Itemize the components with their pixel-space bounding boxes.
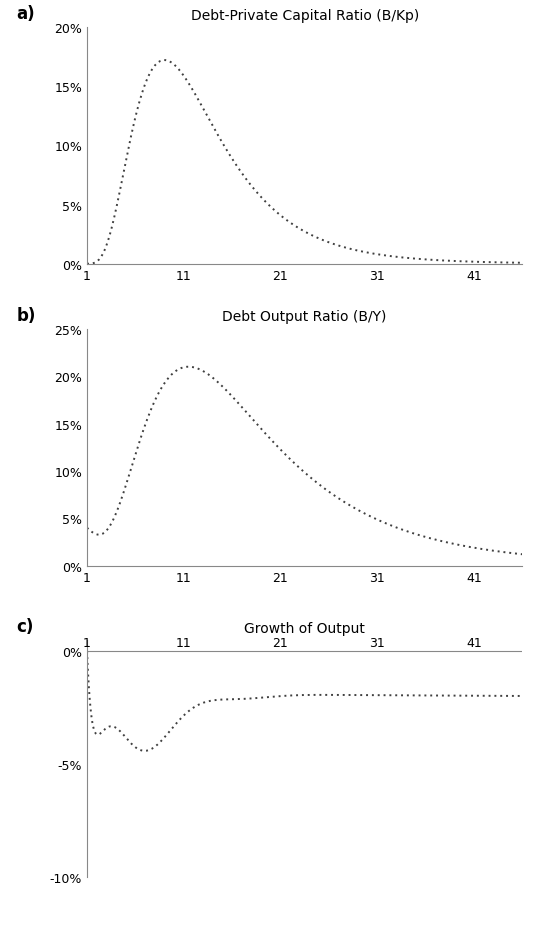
Text: 21: 21 xyxy=(273,637,288,650)
Title: Growth of Output: Growth of Output xyxy=(244,621,365,635)
Title: Debt-Private Capital Ratio (B/Kp): Debt-Private Capital Ratio (B/Kp) xyxy=(190,8,419,22)
Text: 11: 11 xyxy=(176,637,191,650)
Title: Debt Output Ratio (B/Y): Debt Output Ratio (B/Y) xyxy=(222,310,387,324)
Text: b): b) xyxy=(16,307,36,325)
Text: 1: 1 xyxy=(83,637,91,650)
Text: c): c) xyxy=(16,618,34,636)
Text: 41: 41 xyxy=(466,637,482,650)
Text: a): a) xyxy=(16,6,35,23)
Text: 31: 31 xyxy=(369,637,385,650)
